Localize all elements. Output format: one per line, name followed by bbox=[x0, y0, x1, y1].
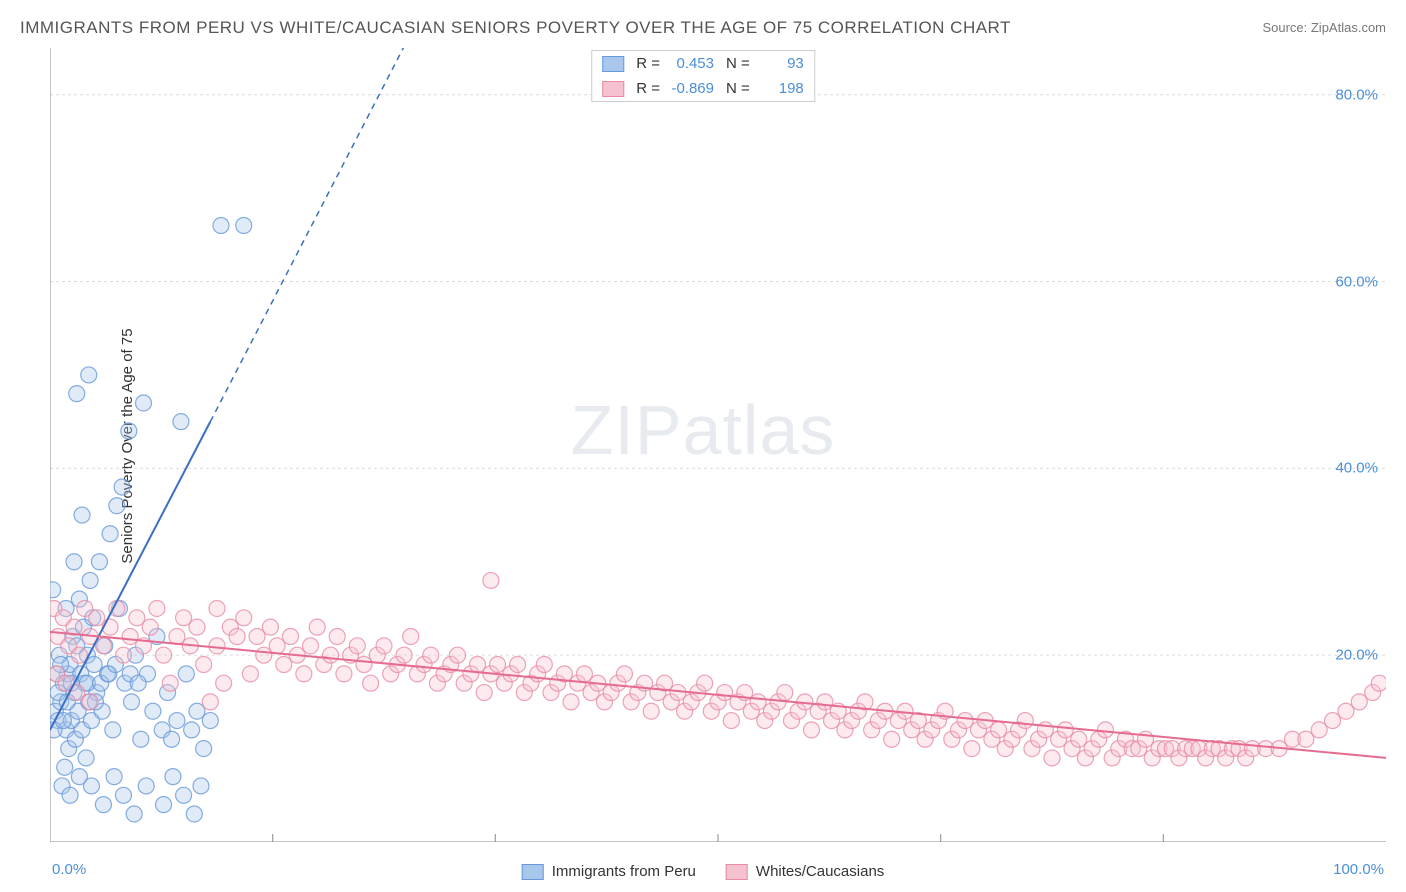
swatch-peru-bottom bbox=[522, 864, 544, 880]
legend-label-white: Whites/Caucasians bbox=[756, 863, 884, 880]
source-attribution: Source: ZipAtlas.com bbox=[1262, 20, 1386, 35]
legend-row-white: R =-0.869 N =198 bbox=[592, 76, 814, 101]
legend-row-peru: R =0.453 N =93 bbox=[592, 51, 814, 76]
y-tick-label: 80.0% bbox=[1335, 86, 1378, 103]
stat-r-peru: R =0.453 bbox=[632, 55, 714, 72]
series-legend: Immigrants from Peru Whites/Caucasians bbox=[522, 863, 885, 880]
y-tick-label: 60.0% bbox=[1335, 273, 1378, 290]
stat-n-peru: N =93 bbox=[722, 55, 804, 72]
swatch-peru bbox=[602, 56, 624, 72]
legend-label-peru: Immigrants from Peru bbox=[552, 863, 696, 880]
stat-n-white: N =198 bbox=[722, 80, 804, 97]
x-axis-max: 100.0% bbox=[1333, 861, 1384, 878]
y-tick-label: 20.0% bbox=[1335, 647, 1378, 664]
x-axis-min: 0.0% bbox=[52, 861, 86, 878]
swatch-white-bottom bbox=[726, 864, 748, 880]
stat-r-white: R =-0.869 bbox=[632, 80, 714, 97]
swatch-white bbox=[602, 81, 624, 97]
scatter-plot-svg bbox=[50, 48, 1386, 842]
legend-item-peru: Immigrants from Peru bbox=[522, 863, 696, 880]
correlation-legend: R =0.453 N =93 R =-0.869 N =198 bbox=[591, 50, 815, 102]
chart-title: IMMIGRANTS FROM PERU VS WHITE/CAUCASIAN … bbox=[20, 18, 1011, 38]
chart-plot-area bbox=[50, 48, 1386, 842]
y-tick-label: 40.0% bbox=[1335, 460, 1378, 477]
legend-item-white: Whites/Caucasians bbox=[726, 863, 884, 880]
